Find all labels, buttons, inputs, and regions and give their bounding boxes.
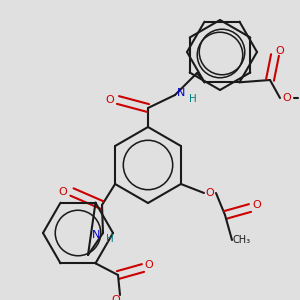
Text: N: N <box>92 230 100 240</box>
Text: O: O <box>253 200 261 210</box>
Text: O: O <box>112 295 120 300</box>
Text: H: H <box>106 234 114 244</box>
Text: CH₃: CH₃ <box>233 235 251 245</box>
Text: O: O <box>283 93 291 103</box>
Text: N: N <box>177 88 185 98</box>
Text: O: O <box>206 188 214 198</box>
Text: O: O <box>58 187 68 197</box>
Text: O: O <box>145 260 153 270</box>
Text: O: O <box>276 46 284 56</box>
Text: H: H <box>189 94 197 104</box>
Text: O: O <box>106 95 114 105</box>
